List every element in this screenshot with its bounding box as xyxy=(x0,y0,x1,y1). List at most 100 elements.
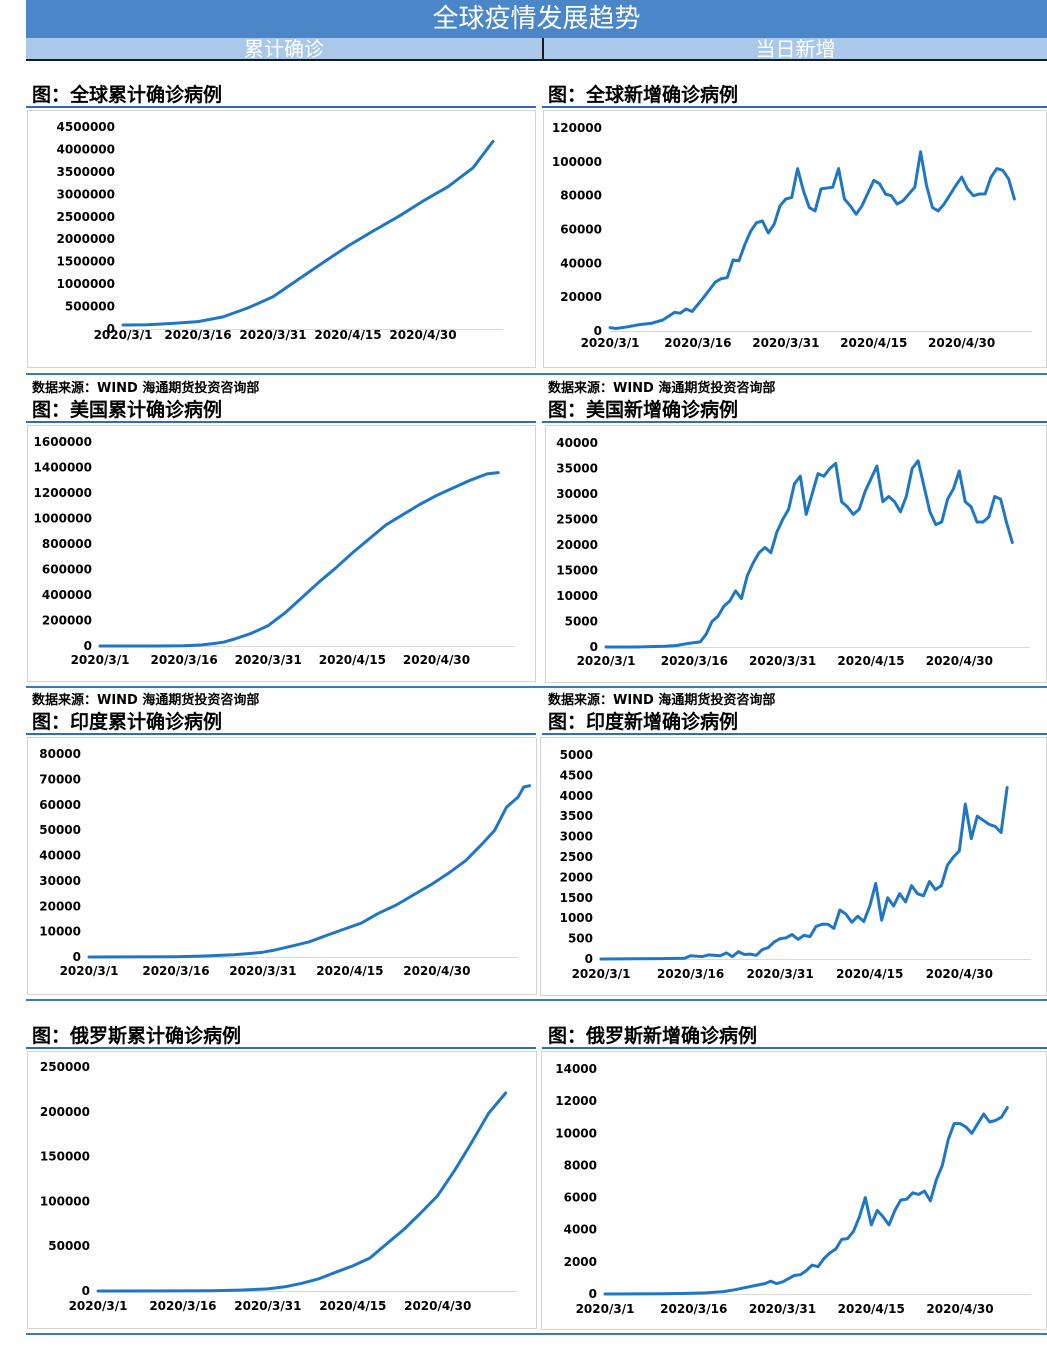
x-tick-label: 2020/3/1 xyxy=(572,967,631,981)
x-tick-label: 2020/3/16 xyxy=(661,654,728,668)
x-tick-label: 2020/4/30 xyxy=(926,967,993,981)
y-tick-label: 12000 xyxy=(555,1094,597,1108)
x-tick-label: 2020/3/1 xyxy=(577,654,636,668)
y-tick-label: 40000 xyxy=(39,849,81,863)
x-tick-label: 2020/3/16 xyxy=(664,336,731,350)
title-underline xyxy=(542,1047,1047,1049)
y-tick-label: 2000 xyxy=(564,1255,597,1269)
x-tick-label: 2020/3/16 xyxy=(660,1302,727,1316)
y-tick-label: 800000 xyxy=(42,537,92,551)
x-tick-label: 2020/4/30 xyxy=(928,336,995,350)
data-source-note: 数据来源：WIND 海通期货投资咨询部 xyxy=(32,381,260,396)
x-tick-label: 2020/3/16 xyxy=(151,653,218,667)
chart-india-daily: 0 500 1000 1500 2000 2500 3000 3500 4000 4500 5000… xyxy=(540,737,1047,996)
y-tick-label: 10000 xyxy=(39,925,81,939)
y-tick-label: 80000 xyxy=(39,747,81,761)
series-line xyxy=(604,459,1014,649)
y-tick-label: 15000 xyxy=(556,564,598,578)
y-tick-label: 500000 xyxy=(65,300,115,314)
y-tick-label: 5000 xyxy=(560,748,593,762)
x-tick-label: 2020/3/31 xyxy=(229,964,296,978)
y-tick-label: 2000000 xyxy=(57,232,115,246)
x-tick-label: 2020/4/15 xyxy=(319,1299,386,1313)
x-tick-label: 2020/4/15 xyxy=(840,336,907,350)
y-tick-label: 3000 xyxy=(560,830,593,844)
x-tick-label: 2020/4/15 xyxy=(314,328,381,342)
y-tick-label: 4000000 xyxy=(57,142,115,156)
y-tick-label: 100000 xyxy=(552,155,602,169)
x-tick-label: 2020/4/15 xyxy=(837,654,904,668)
y-tick-label: 60000 xyxy=(560,223,602,237)
chart-svg-global-daily: 0 20000 40000 60000 80000 100000 120000 2020/3/… xyxy=(552,121,1032,350)
y-tick-label: 40000 xyxy=(560,256,602,270)
y-tick-label: 1500000 xyxy=(57,255,115,269)
y-tick-label: 0 xyxy=(73,950,81,964)
x-tick-label: 2020/4/30 xyxy=(404,1299,471,1313)
chart-title-us-cumulative: 图：美国累计确诊病例 xyxy=(32,399,223,421)
x-tick-label: 2020/3/31 xyxy=(235,653,302,667)
section-daily-label: 当日新增 xyxy=(755,38,836,59)
x-tick-label: 2020/3/31 xyxy=(749,654,816,668)
y-tick-label: 500 xyxy=(568,932,593,946)
chart-svg-russia-cumulative: 0 50000 100000 150000 200000 250000 2020/3/1 20… xyxy=(40,1060,517,1313)
chart-us-cumulative: 0 200000 400000 600000 800000 1000000 1200000 1… xyxy=(27,425,536,682)
x-tick-label: 2020/3/16 xyxy=(164,328,231,342)
y-tick-label: 80000 xyxy=(560,189,602,203)
chart-svg-india-daily: 0 500 1000 1500 2000 2500 3000 3500 4000 4500 5000… xyxy=(560,748,1031,981)
x-tick-label: 2020/3/31 xyxy=(749,1302,816,1316)
chart-us-daily: 0 5000 10000 15000 20000 25000 30000 35000 40000… xyxy=(545,425,1047,683)
dashboard-title: 全球疫情发展趋势 xyxy=(26,0,1047,38)
y-tick-label: 1000000 xyxy=(34,512,92,526)
y-tick-label: 0 xyxy=(589,1287,597,1301)
x-tick-label: 2020/3/1 xyxy=(576,1302,635,1316)
y-tick-label: 10000 xyxy=(556,589,598,603)
chart-global-cumulative: 0 500000 1000000 1500000 2000000 2500000 30000… xyxy=(27,110,536,368)
y-tick-label: 200000 xyxy=(42,614,92,628)
y-tick-label: 10000 xyxy=(555,1126,597,1140)
y-tick-label: 100000 xyxy=(40,1194,90,1208)
title-underline xyxy=(26,1047,536,1049)
chart-russia-daily: 0 2000 4000 6000 8000 10000 12000 14000 2020/3/1… xyxy=(541,1051,1047,1330)
chart-title-global-cumulative: 图：全球累计确诊病例 xyxy=(32,84,223,106)
x-tick-label: 2020/4/15 xyxy=(316,964,383,978)
x-tick-label: 2020/3/1 xyxy=(94,328,153,342)
y-tick-label: 0 xyxy=(594,324,602,338)
x-tick-label: 2020/4/15 xyxy=(838,1302,905,1316)
x-tick-label: 2020/3/1 xyxy=(69,1299,128,1313)
series-line xyxy=(599,786,1009,961)
y-tick-label: 400000 xyxy=(42,588,92,602)
y-tick-label: 2000 xyxy=(560,870,593,884)
y-tick-label: 4500 xyxy=(560,768,593,782)
series-line xyxy=(87,784,532,959)
title-underline xyxy=(542,421,1047,423)
x-tick-label: 2020/4/15 xyxy=(319,653,386,667)
row-separator xyxy=(26,1333,1047,1335)
y-tick-label: 1400000 xyxy=(34,461,92,475)
x-tick-label: 2020/4/30 xyxy=(403,653,470,667)
y-tick-label: 1500 xyxy=(560,891,593,905)
title-underline xyxy=(542,733,1047,735)
y-tick-label: 1600000 xyxy=(34,435,92,449)
x-tick-label: 2020/3/31 xyxy=(747,967,814,981)
chart-global-daily: 0 20000 40000 60000 80000 100000 120000 2020/3/… xyxy=(543,110,1047,368)
y-tick-label: 6000 xyxy=(564,1191,597,1205)
y-tick-label: 40000 xyxy=(556,436,598,450)
x-tick-label: 2020/3/1 xyxy=(60,964,119,978)
y-tick-label: 3000000 xyxy=(57,187,115,201)
data-source-note: 数据来源：WIND 海通期货投资咨询部 xyxy=(32,693,260,708)
row-separator xyxy=(26,999,1047,1001)
chart-title-india-daily: 图：印度新增确诊病例 xyxy=(548,711,739,733)
y-tick-label: 20000 xyxy=(39,899,81,913)
x-tick-label: 2020/3/16 xyxy=(657,967,724,981)
series-line xyxy=(121,139,495,327)
x-tick-label: 2020/4/15 xyxy=(836,967,903,981)
y-tick-label: 1000000 xyxy=(57,277,115,291)
chart-title-global-daily: 图：全球新增确诊病例 xyxy=(548,84,739,106)
y-tick-label: 20000 xyxy=(560,290,602,304)
y-tick-label: 0 xyxy=(590,640,598,654)
y-tick-label: 4000 xyxy=(564,1223,597,1237)
y-tick-label: 1200000 xyxy=(34,486,92,500)
y-tick-label: 70000 xyxy=(39,772,81,786)
row-separator xyxy=(26,373,1047,375)
y-tick-label: 50000 xyxy=(39,823,81,837)
